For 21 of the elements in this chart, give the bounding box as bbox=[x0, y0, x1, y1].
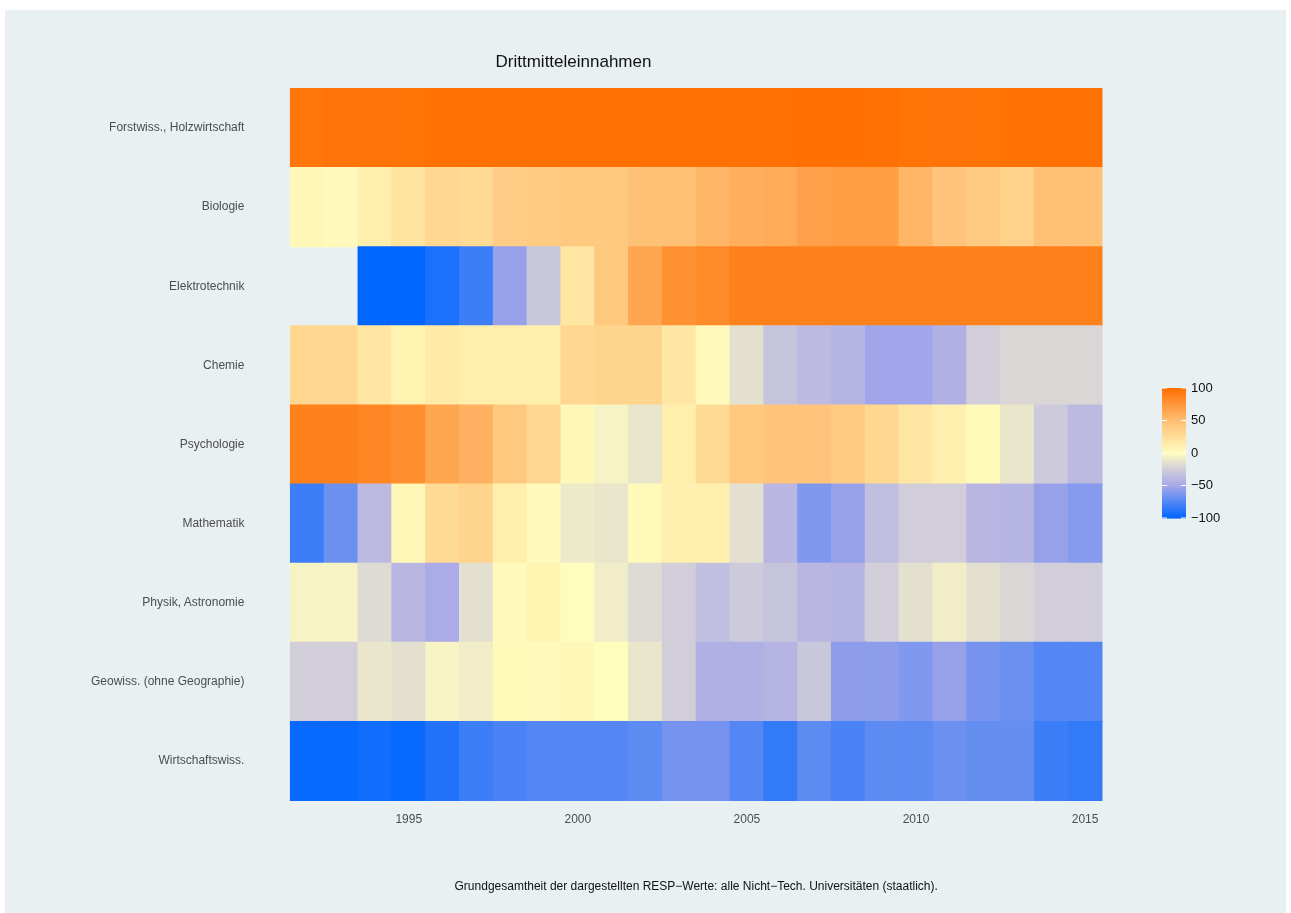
color-bar-label: 100 bbox=[1191, 379, 1213, 395]
x-tick-label: 2005 bbox=[733, 812, 761, 827]
y-tick-label: Geowiss. (ohne Geographie) bbox=[90, 674, 245, 689]
y-tick-label: Elektrotechnik bbox=[169, 278, 246, 293]
color-bar-label: −100 bbox=[1191, 509, 1221, 525]
color-bar-label: −50 bbox=[1191, 477, 1214, 493]
y-tick-label: Psychologie bbox=[179, 436, 245, 451]
y-tick-label: Physik, Astronomie bbox=[142, 595, 245, 610]
y-tick-label: Chemie bbox=[203, 357, 245, 372]
color-bar-label: 0 bbox=[1191, 444, 1199, 460]
color-bar-label: 50 bbox=[1191, 412, 1206, 428]
y-tick-label: Forstwiss., Holzwirtschaft bbox=[109, 120, 246, 135]
y-tick-label: Mathematik bbox=[182, 515, 246, 530]
x-tick-label: 2000 bbox=[564, 812, 592, 827]
x-tick-label: 2015 bbox=[1071, 812, 1099, 827]
text: Grundgesamtheit der dargestellten RESP−Werte: alle Nicht−Tech. Universitäten (staatlich). bbox=[454, 879, 938, 894]
x-tick-label: 2010 bbox=[902, 812, 930, 827]
y-tick-label: Biologie bbox=[201, 199, 245, 214]
y-tick-label: Wirtschaftswiss. bbox=[158, 753, 245, 768]
x-tick-label: 1995 bbox=[395, 812, 423, 827]
chart-title: Drittmitteleinnahmen bbox=[495, 51, 652, 71]
